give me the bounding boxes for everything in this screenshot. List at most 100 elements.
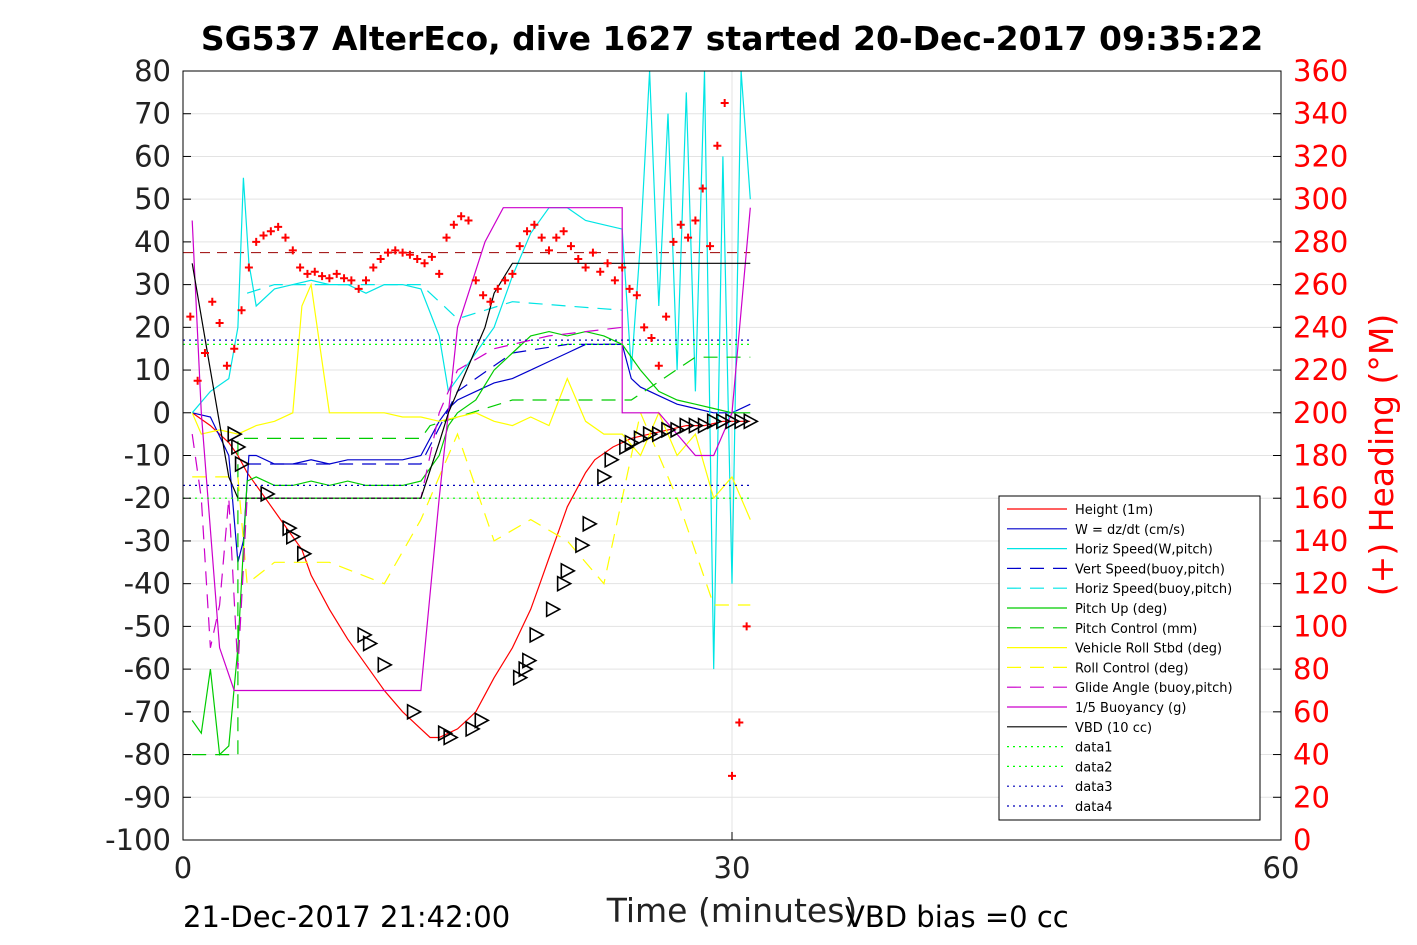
heading-point <box>581 263 590 272</box>
series-line-9 <box>192 410 751 606</box>
dive-marker <box>734 412 750 430</box>
dive-marker <box>357 626 373 644</box>
y2-tick-label: 40 <box>1293 738 1330 772</box>
heading-point <box>376 254 385 263</box>
dive-marker <box>651 425 668 443</box>
y-tick-label: 30 <box>134 268 171 302</box>
dive-marker <box>575 536 591 554</box>
dive-marker <box>642 425 659 443</box>
heading-point <box>566 242 575 251</box>
heading-point <box>340 274 349 283</box>
series-line-3 <box>191 70 751 670</box>
y-tick-label: 50 <box>134 182 171 216</box>
heading-point <box>266 227 275 236</box>
heading-point <box>501 276 510 285</box>
y-tick-label: -40 <box>124 567 171 601</box>
heading-point <box>325 274 334 283</box>
heading-point <box>383 248 392 257</box>
heading-point <box>493 284 502 293</box>
heading-point <box>274 222 283 231</box>
heading-point <box>508 269 517 278</box>
heading-point <box>640 323 649 332</box>
y2-tick-label: 200 <box>1293 396 1348 430</box>
dive-markers <box>227 412 759 746</box>
legend-label: data1 <box>1075 741 1113 756</box>
heading-point <box>479 291 488 300</box>
heading-point <box>552 233 561 242</box>
x-tick-label: 0 <box>174 851 192 885</box>
heading-point <box>237 306 246 315</box>
heading-point <box>391 246 400 255</box>
y2-tick-label: 360 <box>1293 54 1348 88</box>
legend-box <box>998 495 1261 821</box>
heading-point <box>281 233 290 242</box>
x-axis-label: Time (minutes) <box>606 891 858 930</box>
dive-marker <box>725 412 741 430</box>
dive-marker <box>743 412 759 430</box>
y-tick-label: 0 <box>153 396 171 430</box>
legend-label: Pitch Control (mm) <box>1075 622 1197 637</box>
dive-marker <box>227 425 243 443</box>
heading-point <box>662 312 671 321</box>
legend-label: Vehicle Roll Stbd (deg) <box>1075 642 1222 657</box>
dive-marker <box>529 626 545 644</box>
dive-marker <box>512 669 529 686</box>
y2-tick-label: 280 <box>1293 225 1348 259</box>
y-tick-label: -100 <box>105 823 171 857</box>
y-tick-label: -20 <box>124 481 171 515</box>
y2-tick-label: 120 <box>1293 567 1348 601</box>
dive-marker <box>296 545 313 563</box>
heading-point <box>464 216 473 225</box>
dive-marker <box>624 434 641 452</box>
dive-marker <box>633 430 650 447</box>
dive-marker <box>406 703 423 721</box>
heading-point <box>362 276 370 285</box>
dive-marker <box>474 712 490 729</box>
heading-point <box>347 276 356 285</box>
y2-tick-label: 340 <box>1293 97 1348 131</box>
y-tick-label: 20 <box>134 310 171 344</box>
heading-point <box>457 212 466 221</box>
legend-label: Horiz Speed(W,pitch) <box>1075 543 1213 558</box>
dive-marker <box>604 451 620 469</box>
heading-point <box>435 269 444 278</box>
heading-point <box>618 263 627 272</box>
heading-point <box>186 312 195 321</box>
legend: Height (1m) W = dz/dt (cm/s) Horiz Speed(W… <box>998 495 1261 821</box>
footer-timestamp: 21-Dec-2017 21:42:00 <box>183 900 510 934</box>
heading-point <box>193 376 202 385</box>
dive-marker <box>522 652 538 669</box>
dive-marker <box>582 515 598 533</box>
y-tick-label: -80 <box>124 738 171 772</box>
dive-marker <box>661 421 677 439</box>
y2-tick-label: 260 <box>1293 268 1348 302</box>
heading-point <box>632 291 641 300</box>
series-line-12 <box>191 262 751 499</box>
heading-point <box>244 263 253 272</box>
heading-point <box>720 99 729 108</box>
y-tick-label: 80 <box>134 54 171 88</box>
heading-point <box>471 276 480 285</box>
heading-points <box>186 99 751 780</box>
dive-marker <box>362 635 379 652</box>
legend-label: Roll Control (deg) <box>1075 661 1189 676</box>
heading-point <box>486 297 495 306</box>
heading-point <box>310 267 319 276</box>
heading-point <box>603 259 612 268</box>
y2-tick-label: 320 <box>1293 139 1348 173</box>
heading-point <box>559 227 568 236</box>
axis-ticks: 80706050403020100-10-20-30-40-50-60-70-8… <box>105 54 1348 885</box>
heading-point <box>318 272 327 281</box>
series-line-6 <box>191 330 751 756</box>
dive-marker <box>437 724 454 742</box>
dive-marker <box>597 468 613 486</box>
legend-label: data4 <box>1075 800 1113 815</box>
heading-point <box>354 284 363 293</box>
series-layer <box>183 70 751 756</box>
heading-point <box>413 254 422 263</box>
heading-point <box>296 263 305 272</box>
heading-point <box>742 622 751 631</box>
legend-label: Pitch Up (deg) <box>1075 602 1167 617</box>
heading-point <box>669 237 678 246</box>
legend-label: Glide Angle (buoy,pitch) <box>1075 681 1233 696</box>
